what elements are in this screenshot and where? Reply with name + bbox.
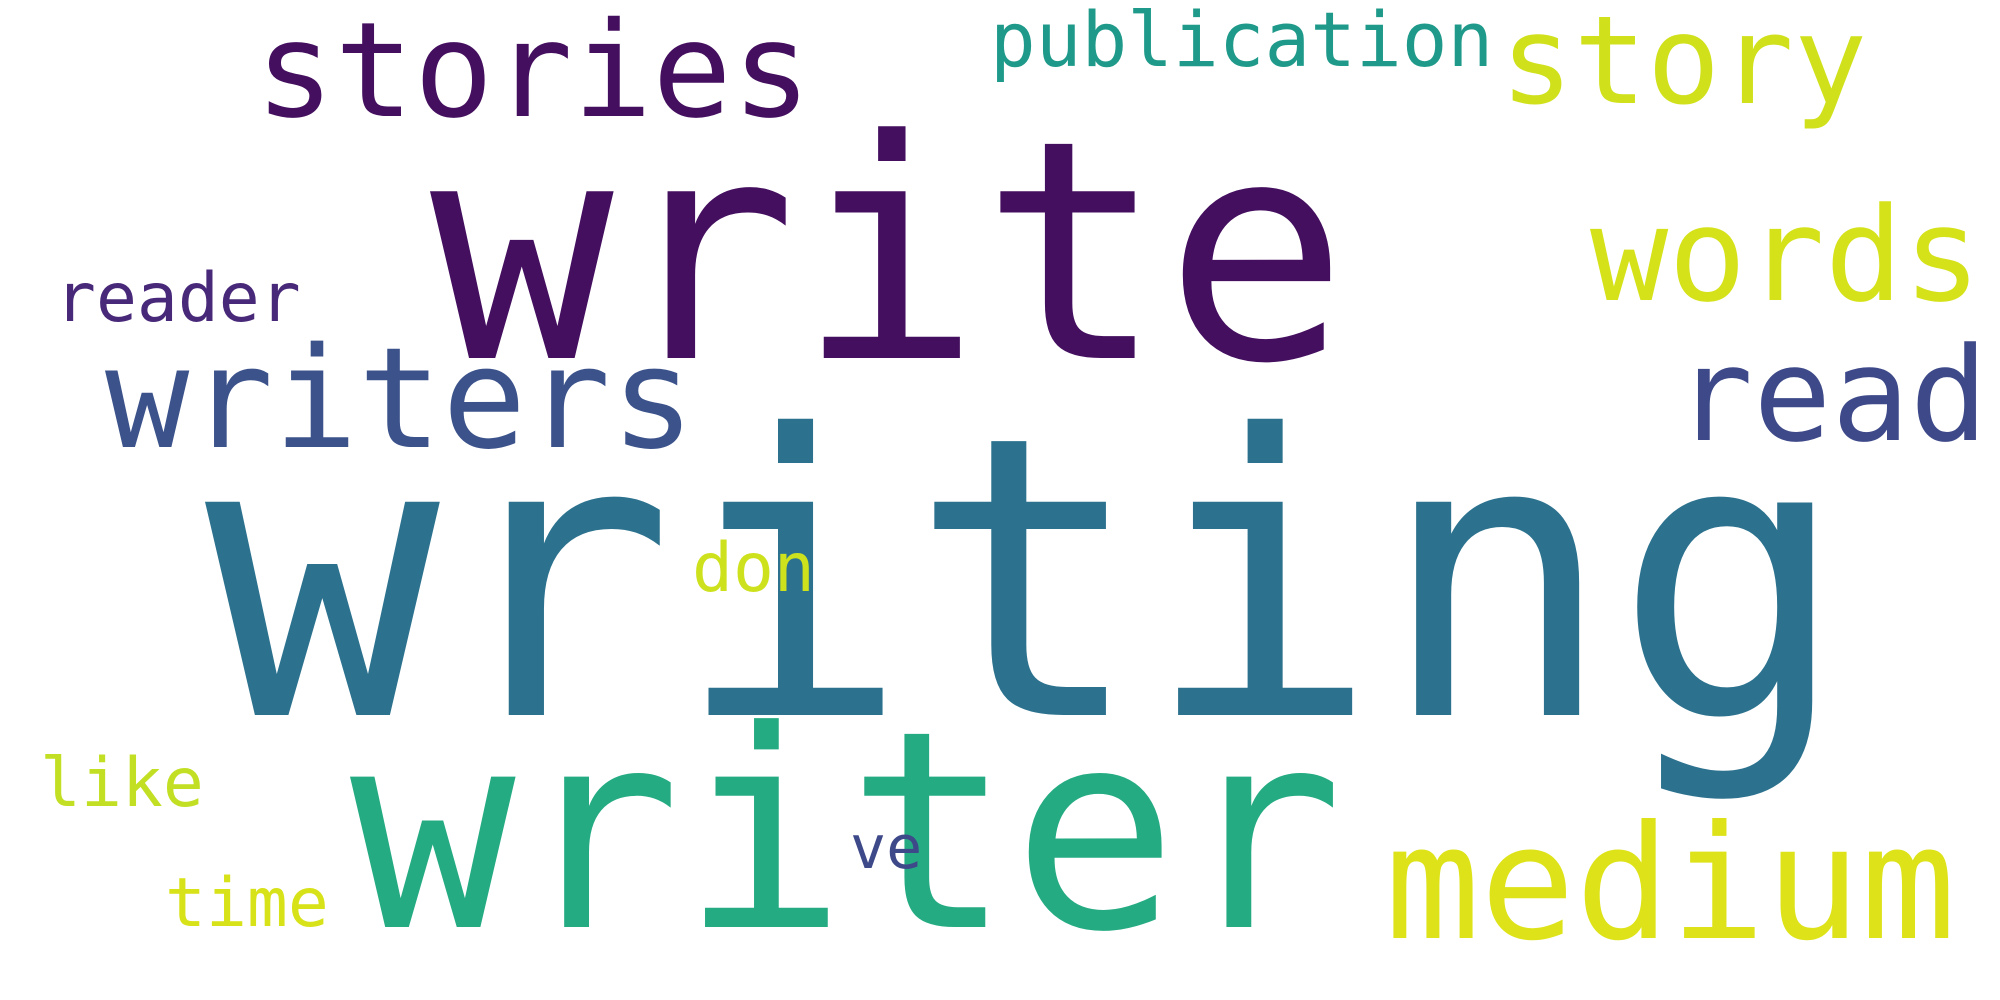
word-reader: reader [55, 259, 301, 338]
word-write: write [430, 75, 1349, 430]
word-medium: medium [1385, 792, 1956, 976]
word-read: read [1675, 319, 1989, 471]
word-time: time [165, 864, 329, 943]
word-writers: writers [105, 318, 696, 481]
word-writing: writing [205, 353, 1849, 807]
word-stories: stories [255, 0, 812, 148]
word-like: like [40, 744, 204, 823]
word-story: story [1500, 0, 1868, 132]
word-don: don [692, 529, 815, 608]
word-publication: publication [990, 0, 1494, 84]
word-ve: ve [850, 813, 923, 883]
word-words: words [1590, 179, 1982, 331]
word-writer: writer [350, 672, 1344, 992]
